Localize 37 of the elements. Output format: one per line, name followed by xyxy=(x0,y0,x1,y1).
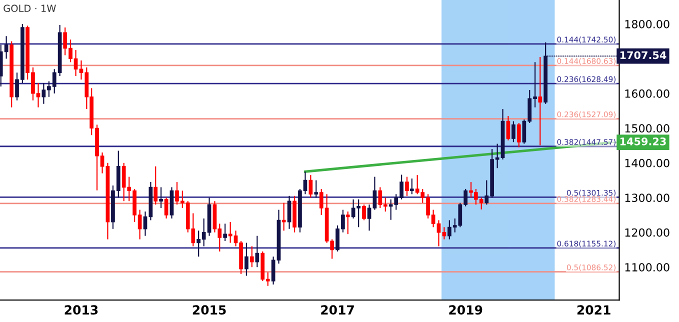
candlestick xyxy=(346,210,350,235)
candlestick xyxy=(538,56,542,146)
candlestick xyxy=(362,204,366,221)
candlestick xyxy=(159,186,163,209)
y-tick-label: 1100.00 xyxy=(625,263,670,272)
x-tick-label: 2021 xyxy=(577,305,610,315)
candlestick xyxy=(512,120,516,143)
candlestick xyxy=(255,235,260,268)
y-tick-label: 1600.00 xyxy=(625,89,670,98)
candlestick xyxy=(223,223,227,242)
y-tick-label: 1400.00 xyxy=(625,158,670,168)
candlestick xyxy=(372,176,377,210)
x-tick-label: 2013 xyxy=(64,305,98,315)
chart-title: GOLD · 1W xyxy=(4,4,56,12)
candlestick xyxy=(308,174,313,198)
candlestick xyxy=(244,242,248,276)
candlestick xyxy=(287,195,292,230)
candlestick xyxy=(282,202,286,232)
x-tick-label: 2019 xyxy=(449,305,482,315)
candlestick xyxy=(506,115,510,141)
candlestick xyxy=(250,246,254,268)
candlestick xyxy=(271,256,276,286)
candlestick xyxy=(154,166,158,206)
candlestick xyxy=(410,178,414,195)
x-tick-label: 2017 xyxy=(321,305,354,315)
x-tick-label: 2015 xyxy=(192,305,226,315)
candlestick xyxy=(405,176,409,196)
candlestick xyxy=(314,180,318,198)
y-tick-label: 1800.00 xyxy=(625,20,670,28)
candlestick xyxy=(367,204,372,232)
y-tick-label: 1300.00 xyxy=(625,194,670,202)
annotation: 1707.54 xyxy=(620,51,666,60)
annotation: 1459.23 xyxy=(620,137,666,146)
candlestick xyxy=(516,122,521,148)
y-tick-label: 1500.00 xyxy=(625,124,670,133)
y-tick-label: 1200.00 xyxy=(625,228,670,237)
candlestick xyxy=(164,197,168,220)
